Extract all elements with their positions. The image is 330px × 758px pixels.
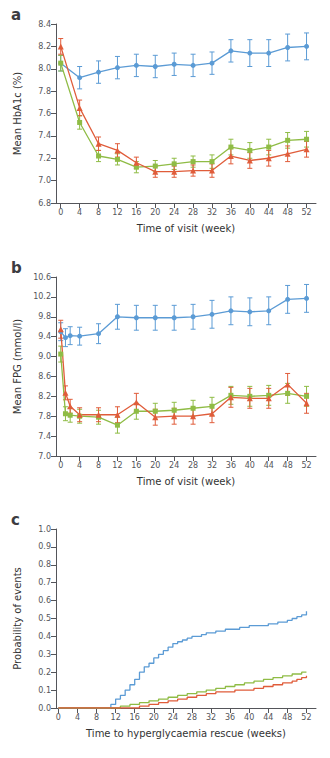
svg-text:7.8: 7.8 bbox=[38, 412, 51, 421]
svg-text:8: 8 bbox=[96, 461, 101, 470]
svg-text:0: 0 bbox=[58, 461, 63, 470]
svg-text:7.0: 7.0 bbox=[38, 176, 51, 185]
svg-text:8: 8 bbox=[96, 208, 101, 217]
svg-text:0.1: 0.1 bbox=[38, 686, 51, 695]
svg-text:4: 4 bbox=[77, 208, 82, 217]
svg-text:9.0: 9.0 bbox=[38, 352, 51, 361]
svg-text:8: 8 bbox=[94, 713, 99, 722]
svg-text:48: 48 bbox=[283, 461, 293, 470]
svg-text:0: 0 bbox=[58, 208, 63, 217]
svg-text:7.6: 7.6 bbox=[38, 109, 51, 118]
svg-text:24: 24 bbox=[168, 713, 178, 722]
svg-text:0.6: 0.6 bbox=[38, 596, 51, 605]
svg-text:28: 28 bbox=[187, 713, 197, 722]
svg-text:0.4: 0.4 bbox=[38, 632, 51, 641]
svg-text:Mean FPG (mmol/l): Mean FPG (mmol/l) bbox=[12, 319, 23, 415]
svg-text:1.0: 1.0 bbox=[38, 525, 51, 534]
svg-text:16: 16 bbox=[130, 713, 140, 722]
svg-text:10.2: 10.2 bbox=[33, 292, 51, 301]
svg-text:40: 40 bbox=[244, 713, 254, 722]
svg-text:32: 32 bbox=[207, 208, 217, 217]
svg-text:12: 12 bbox=[112, 461, 122, 470]
svg-text:Time of visit (week): Time of visit (week) bbox=[136, 476, 235, 487]
svg-text:44: 44 bbox=[263, 713, 273, 722]
svg-text:10.6: 10.6 bbox=[33, 273, 51, 282]
svg-text:8.4: 8.4 bbox=[38, 20, 51, 29]
svg-text:0.5: 0.5 bbox=[38, 614, 51, 623]
svg-text:52: 52 bbox=[301, 208, 311, 217]
svg-text:32: 32 bbox=[206, 713, 216, 722]
svg-text:44: 44 bbox=[264, 208, 274, 217]
svg-text:7.8: 7.8 bbox=[38, 87, 51, 96]
svg-text:40: 40 bbox=[245, 208, 255, 217]
svg-text:0.2: 0.2 bbox=[38, 668, 51, 677]
svg-text:52: 52 bbox=[301, 461, 311, 470]
svg-text:48: 48 bbox=[283, 208, 293, 217]
svg-text:16: 16 bbox=[131, 208, 141, 217]
svg-text:36: 36 bbox=[226, 461, 236, 470]
svg-text:4: 4 bbox=[75, 713, 80, 722]
svg-text:6.8: 6.8 bbox=[38, 199, 51, 208]
svg-text:36: 36 bbox=[226, 208, 236, 217]
svg-text:0: 0 bbox=[56, 713, 61, 722]
svg-text:24: 24 bbox=[169, 461, 179, 470]
svg-text:52: 52 bbox=[301, 713, 311, 722]
svg-text:44: 44 bbox=[264, 461, 274, 470]
svg-text:0.8: 0.8 bbox=[38, 560, 51, 569]
svg-text:0.7: 0.7 bbox=[38, 578, 51, 587]
svg-text:20: 20 bbox=[150, 208, 160, 217]
svg-text:20: 20 bbox=[149, 713, 159, 722]
svg-text:Time to hyperglycaemia rescue: Time to hyperglycaemia rescue (weeks) bbox=[85, 728, 286, 739]
svg-text:0.3: 0.3 bbox=[38, 650, 51, 659]
svg-text:0.0: 0.0 bbox=[38, 704, 51, 713]
svg-text:8.2: 8.2 bbox=[38, 392, 51, 401]
svg-text:8.6: 8.6 bbox=[38, 372, 51, 381]
svg-text:9.4: 9.4 bbox=[38, 332, 51, 341]
svg-text:c: c bbox=[11, 511, 20, 529]
svg-text:Probability of events: Probability of events bbox=[12, 567, 23, 670]
svg-text:7.0: 7.0 bbox=[38, 452, 51, 461]
svg-text:9.8: 9.8 bbox=[38, 312, 51, 321]
svg-text:28: 28 bbox=[188, 461, 198, 470]
svg-text:24: 24 bbox=[169, 208, 179, 217]
svg-text:12: 12 bbox=[111, 713, 121, 722]
svg-text:36: 36 bbox=[225, 713, 235, 722]
svg-text:12: 12 bbox=[112, 208, 122, 217]
svg-text:0.9: 0.9 bbox=[38, 542, 51, 551]
svg-text:Mean HbA1c (%): Mean HbA1c (%) bbox=[12, 72, 23, 156]
svg-text:7.4: 7.4 bbox=[38, 131, 51, 140]
svg-text:Time of visit (week): Time of visit (week) bbox=[136, 223, 235, 234]
svg-text:48: 48 bbox=[282, 713, 292, 722]
svg-text:20: 20 bbox=[150, 461, 160, 470]
svg-text:4: 4 bbox=[77, 461, 82, 470]
svg-text:8.2: 8.2 bbox=[38, 42, 51, 51]
svg-text:28: 28 bbox=[188, 208, 198, 217]
svg-text:32: 32 bbox=[207, 461, 217, 470]
svg-text:b: b bbox=[11, 259, 22, 277]
svg-text:16: 16 bbox=[131, 461, 141, 470]
svg-text:40: 40 bbox=[245, 461, 255, 470]
svg-text:7.2: 7.2 bbox=[38, 154, 51, 163]
svg-text:7.4: 7.4 bbox=[38, 432, 51, 441]
svg-text:a: a bbox=[11, 6, 21, 24]
svg-text:8.0: 8.0 bbox=[38, 64, 51, 73]
